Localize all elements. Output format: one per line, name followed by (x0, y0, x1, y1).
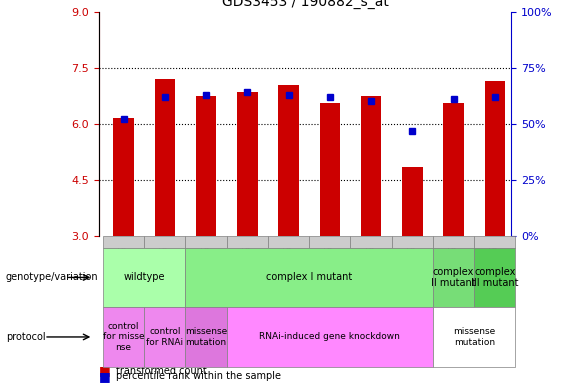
Bar (114, 118, 134, 236)
Text: percentile rank within the sample: percentile rank within the sample (116, 371, 281, 381)
Text: ■: ■ (99, 370, 111, 383)
Text: missense
mutation: missense mutation (185, 327, 227, 347)
Text: ■: ■ (99, 364, 111, 377)
Text: transformed count: transformed count (116, 366, 207, 376)
Text: wildtype: wildtype (124, 272, 165, 283)
Text: control
for misse
nse: control for misse nse (103, 322, 145, 352)
Text: complex
II mutant: complex II mutant (431, 266, 476, 288)
Bar (237, 92, 258, 236)
Bar (196, 96, 216, 236)
Text: protocol: protocol (6, 332, 45, 342)
Text: complex I mutant: complex I mutant (266, 272, 353, 283)
Bar (320, 103, 340, 236)
Bar (155, 79, 175, 236)
Text: complex
III mutant: complex III mutant (471, 266, 519, 288)
Bar (279, 84, 299, 236)
Text: control
for RNAi: control for RNAi (146, 327, 184, 347)
Bar (361, 96, 381, 236)
Text: genotype/variation: genotype/variation (6, 272, 98, 283)
Bar (485, 81, 505, 236)
Bar (444, 103, 464, 236)
Bar (402, 167, 423, 236)
Text: missense
mutation: missense mutation (453, 327, 496, 347)
Text: RNAi-induced gene knockdown: RNAi-induced gene knockdown (259, 333, 400, 341)
Title: GDS3453 / 190882_s_at: GDS3453 / 190882_s_at (221, 0, 389, 9)
